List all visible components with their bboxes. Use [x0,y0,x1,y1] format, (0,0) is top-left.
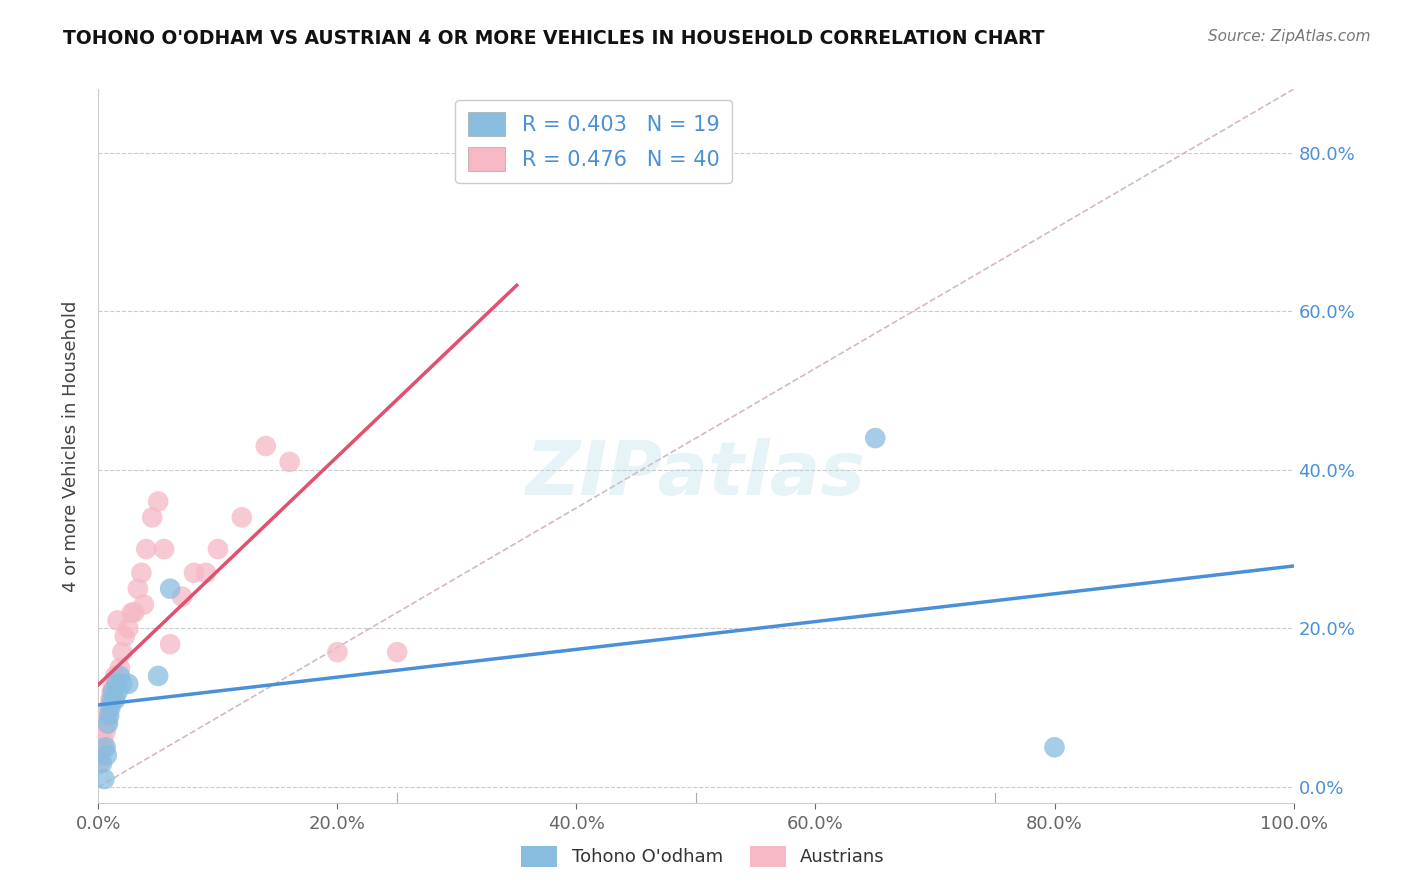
Point [108,661,131,675]
Point [278,455,301,469]
Point [91,756,114,771]
Point [159,637,181,651]
Point [105,677,128,691]
Point [98,692,122,706]
Y-axis label: 4 or more Vehicles in Household: 4 or more Vehicles in Household [62,301,80,591]
Point [159,582,181,596]
Point [135,542,157,557]
Point [127,582,149,596]
Point [91,740,114,755]
Point [90,748,112,763]
Point [100,685,122,699]
Text: TOHONO O'ODHAM VS AUSTRIAN 4 OR MORE VEHICLES IN HOUSEHOLD CORRELATION CHART: TOHONO O'ODHAM VS AUSTRIAN 4 OR MORE VEH… [63,29,1045,47]
Point [141,510,163,524]
Point [506,129,529,144]
Legend: Tohono O'odham, Austrians: Tohono O'odham, Austrians [513,838,893,874]
Point [105,677,128,691]
Point [111,645,134,659]
Point [97,708,120,723]
Point [132,598,155,612]
Point [103,692,125,706]
Point [131,566,153,580]
Point [117,677,139,691]
Point [100,692,122,706]
Text: ZIPatlas: ZIPatlas [526,438,866,511]
Point [124,606,146,620]
Point [148,494,170,508]
Point [94,724,117,739]
Point [94,740,117,755]
Point [385,645,409,659]
Point [96,716,118,731]
Point [195,566,218,580]
Point [231,510,253,524]
Point [1043,740,1066,755]
Text: Source: ZipAtlas.com: Source: ZipAtlas.com [1208,29,1371,44]
Point [207,542,229,557]
Point [326,645,349,659]
Point [104,692,127,706]
Point [101,677,124,691]
Point [98,700,121,714]
Point [148,669,170,683]
Point [108,669,131,683]
Legend: R = 0.403   N = 19, R = 0.476   N = 40: R = 0.403 N = 19, R = 0.476 N = 40 [456,100,733,183]
Point [254,439,277,453]
Point [107,614,129,628]
Point [93,772,115,786]
Point [104,669,127,683]
Point [111,677,134,691]
Point [172,590,194,604]
Point [98,700,122,714]
Point [865,431,887,445]
Point [121,606,143,620]
Point [101,685,124,699]
Point [114,629,136,643]
Point [93,740,115,755]
Point [117,621,139,635]
Point [107,685,129,699]
Point [97,716,120,731]
Point [96,748,118,763]
Point [183,566,205,580]
Point [89,756,111,771]
Point [91,732,114,747]
Point [153,542,176,557]
Point [98,708,121,723]
